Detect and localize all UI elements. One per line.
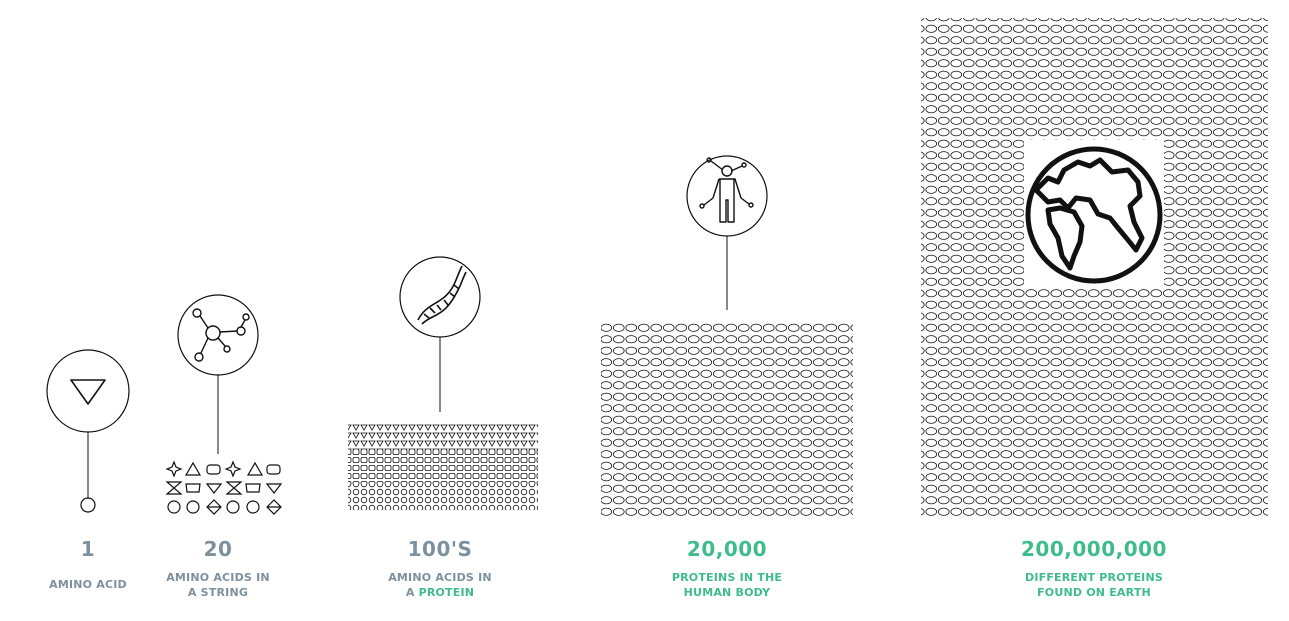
stage-2-number: 20 xyxy=(203,537,233,561)
stage-4-graphic xyxy=(601,155,853,518)
earth-icon xyxy=(1025,146,1163,284)
human-proteins-grid xyxy=(601,322,853,518)
stage-1-caption-line1: AMINO ACID xyxy=(49,578,127,591)
stage-3-caption-highlight: PROTEIN xyxy=(418,586,475,599)
stage-1-graphic xyxy=(46,349,130,513)
stage-3-caption: AMINO ACIDS IN A PROTEIN xyxy=(320,570,560,600)
stage-4-caption: PROTEINS IN THE HUMAN BODY xyxy=(607,570,847,600)
single-amino-acid xyxy=(80,497,96,513)
triangle-icon xyxy=(70,379,106,405)
dna-icon-circle xyxy=(399,256,481,338)
dna-icon xyxy=(417,265,467,325)
protein-amino-grid-a xyxy=(348,424,538,450)
stage-4-caption-line2: HUMAN BODY xyxy=(683,586,771,599)
stage-1-number: 1 xyxy=(80,537,96,561)
stage-3-caption-line1: AMINO ACIDS IN xyxy=(388,571,492,584)
human-body-icon-circle xyxy=(686,155,768,237)
stage-4-number: 20,000 xyxy=(686,537,768,561)
stage-5-number: 200,000,000 xyxy=(1021,537,1167,561)
human-body-icon xyxy=(699,157,754,223)
protein-amino-grid-b xyxy=(348,450,538,484)
triangle-icon-circle xyxy=(46,349,130,433)
stage-5-caption-line1: DIFFERENT PROTEINS xyxy=(1024,571,1163,584)
stage-3-caption-line2: A PROTEIN xyxy=(320,585,560,600)
stage-3-graphic xyxy=(348,256,538,510)
stage-4-caption-line1: PROTEINS IN THE xyxy=(671,571,783,584)
stage-1-caption: AMINO ACID xyxy=(0,577,208,592)
stage-5-graphic xyxy=(921,18,1268,518)
stage-5-caption-line2: FOUND ON EARTH xyxy=(1037,586,1151,599)
stage-3-caption-line2-prefix: A xyxy=(405,586,419,599)
molecule-icon xyxy=(192,308,250,362)
amino-acid-string xyxy=(165,460,283,515)
stage-3-number: 100'S xyxy=(407,537,473,561)
stage-5-caption: DIFFERENT PROTEINS FOUND ON EARTH xyxy=(974,570,1214,600)
stage-2-graphic xyxy=(165,294,283,515)
stage-2-caption: AMINO ACIDS IN A STRING xyxy=(98,570,338,600)
protein-amino-grid-c xyxy=(348,484,538,510)
stage-2-caption-line1: AMINO ACIDS IN xyxy=(166,571,270,584)
molecule-icon-circle xyxy=(177,294,259,376)
stage-2-caption-line2: A STRING xyxy=(187,586,249,599)
